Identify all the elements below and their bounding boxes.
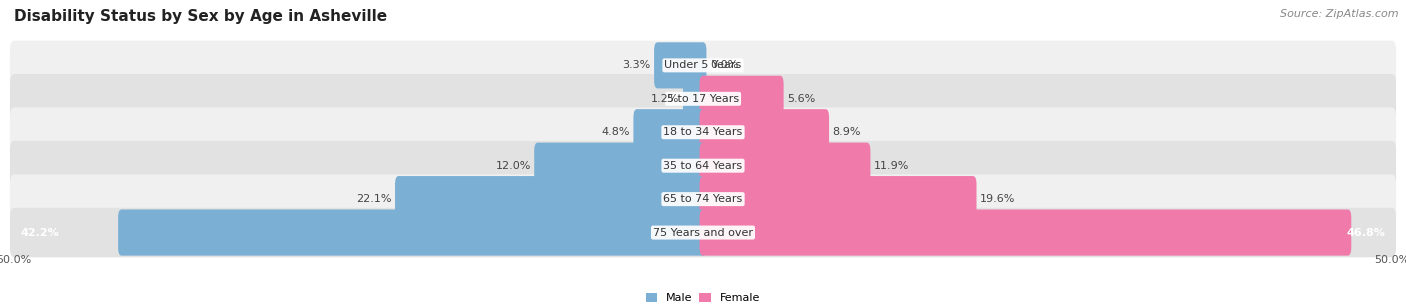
Legend: Male, Female: Male, Female <box>641 288 765 304</box>
Text: 11.9%: 11.9% <box>875 161 910 171</box>
FancyBboxPatch shape <box>118 209 706 256</box>
FancyBboxPatch shape <box>10 108 1396 157</box>
FancyBboxPatch shape <box>683 76 706 122</box>
FancyBboxPatch shape <box>700 209 1351 256</box>
FancyBboxPatch shape <box>654 42 706 88</box>
Text: 35 to 64 Years: 35 to 64 Years <box>664 161 742 171</box>
Text: 4.8%: 4.8% <box>602 127 630 137</box>
Text: 42.2%: 42.2% <box>21 228 59 237</box>
Text: 19.6%: 19.6% <box>980 194 1015 204</box>
Text: 12.0%: 12.0% <box>495 161 531 171</box>
Text: 1.2%: 1.2% <box>651 94 679 104</box>
Text: Under 5 Years: Under 5 Years <box>665 60 741 70</box>
Text: 65 to 74 Years: 65 to 74 Years <box>664 194 742 204</box>
Text: 0.0%: 0.0% <box>710 60 738 70</box>
FancyBboxPatch shape <box>10 208 1396 257</box>
FancyBboxPatch shape <box>634 109 706 155</box>
FancyBboxPatch shape <box>700 109 830 155</box>
Text: 3.3%: 3.3% <box>623 60 651 70</box>
Text: 46.8%: 46.8% <box>1346 228 1385 237</box>
Text: 5 to 17 Years: 5 to 17 Years <box>666 94 740 104</box>
Text: 75 Years and over: 75 Years and over <box>652 228 754 237</box>
Text: 8.9%: 8.9% <box>832 127 860 137</box>
Text: 5.6%: 5.6% <box>787 94 815 104</box>
FancyBboxPatch shape <box>10 41 1396 90</box>
Text: Disability Status by Sex by Age in Asheville: Disability Status by Sex by Age in Ashev… <box>14 9 387 24</box>
Text: 22.1%: 22.1% <box>356 194 392 204</box>
FancyBboxPatch shape <box>395 176 706 222</box>
FancyBboxPatch shape <box>700 76 783 122</box>
FancyBboxPatch shape <box>10 74 1396 123</box>
FancyBboxPatch shape <box>700 143 870 189</box>
FancyBboxPatch shape <box>700 176 977 222</box>
FancyBboxPatch shape <box>10 174 1396 224</box>
Text: Source: ZipAtlas.com: Source: ZipAtlas.com <box>1281 9 1399 19</box>
FancyBboxPatch shape <box>534 143 706 189</box>
FancyBboxPatch shape <box>10 141 1396 190</box>
Text: 18 to 34 Years: 18 to 34 Years <box>664 127 742 137</box>
